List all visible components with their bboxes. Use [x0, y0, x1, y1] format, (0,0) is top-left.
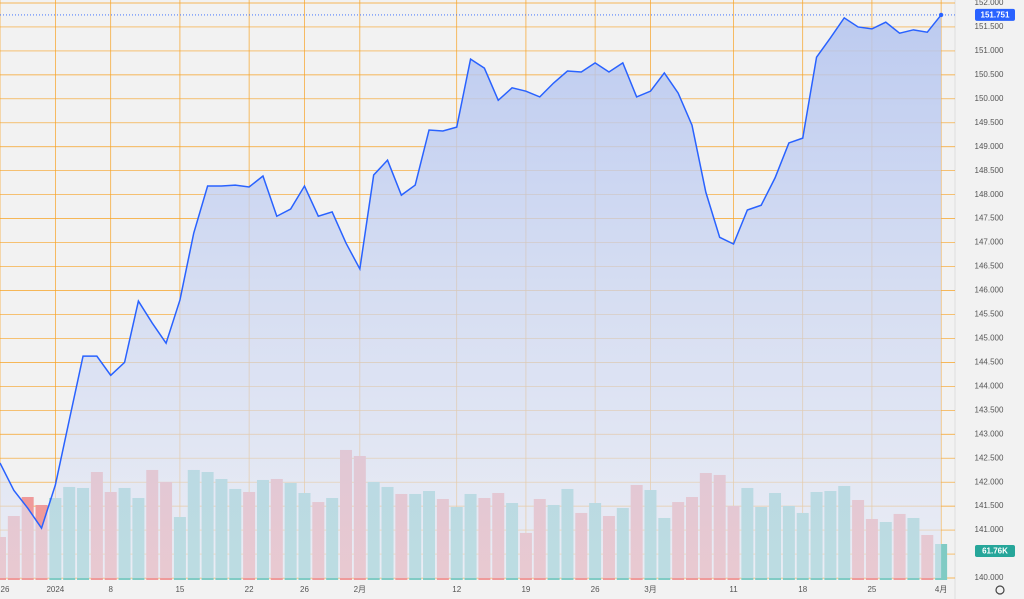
y-tick-label: 145.000: [975, 334, 1004, 343]
y-tick-label: 142.000: [975, 477, 1004, 486]
y-tick-label: 146.500: [975, 262, 1004, 271]
x-tick-label: 18: [798, 585, 807, 594]
x-tick-label: 3月: [644, 585, 656, 594]
y-tick-label: 146.000: [975, 286, 1004, 295]
y-tick-label: 151.000: [975, 46, 1004, 55]
x-tick-label: 22: [245, 585, 254, 594]
y-tick-label: 140.000: [975, 573, 1004, 582]
price-label: 151.751: [981, 11, 1010, 20]
y-tick-label: 149.000: [975, 142, 1004, 151]
y-tick-label: 143.500: [975, 405, 1004, 414]
x-tick-label: 12: [452, 585, 461, 594]
x-tick-label: 26: [300, 585, 309, 594]
y-tick-label: 148.000: [975, 190, 1004, 199]
y-tick-label: 141.500: [975, 501, 1004, 510]
y-tick-label: 152.000: [975, 0, 1004, 7]
y-tick-label: 142.500: [975, 453, 1004, 462]
y-tick-label: 147.500: [975, 214, 1004, 223]
y-tick-label: 145.500: [975, 310, 1004, 319]
y-tick-label: 143.000: [975, 429, 1004, 438]
y-tick-label: 149.500: [975, 118, 1004, 127]
y-tick-label: 150.500: [975, 70, 1004, 79]
settings-icon[interactable]: [995, 585, 1005, 595]
y-tick-label: 141.000: [975, 525, 1004, 534]
x-tick-label: 2024: [46, 585, 64, 594]
x-tick-label: 26: [1, 585, 10, 594]
x-tick-label: 11: [729, 585, 738, 594]
y-tick-label: 150.000: [975, 94, 1004, 103]
x-tick-label: 26: [591, 585, 600, 594]
price-line: [0, 14, 942, 530]
area: [0, 14, 942, 578]
x-tick-label: 15: [175, 585, 184, 594]
last-point: [938, 12, 944, 18]
x-tick-label: 2月: [354, 585, 366, 594]
x-tick-label: 4月: [935, 585, 947, 594]
x-tick-label: 25: [867, 585, 876, 594]
y-tick-label: 147.000: [975, 238, 1004, 247]
y-tick-label: 148.500: [975, 166, 1004, 175]
volume-label-bg: [975, 545, 1015, 558]
y-tick-label: 151.500: [975, 22, 1004, 31]
x-tick-label: 19: [521, 585, 530, 594]
x-tick-label: 8: [108, 585, 113, 594]
price-label-bg: [975, 8, 1015, 21]
y-tick-label: 144.000: [975, 381, 1004, 390]
y-tick-label: 144.500: [975, 357, 1004, 366]
volume-label: 61.76K: [982, 547, 1008, 556]
